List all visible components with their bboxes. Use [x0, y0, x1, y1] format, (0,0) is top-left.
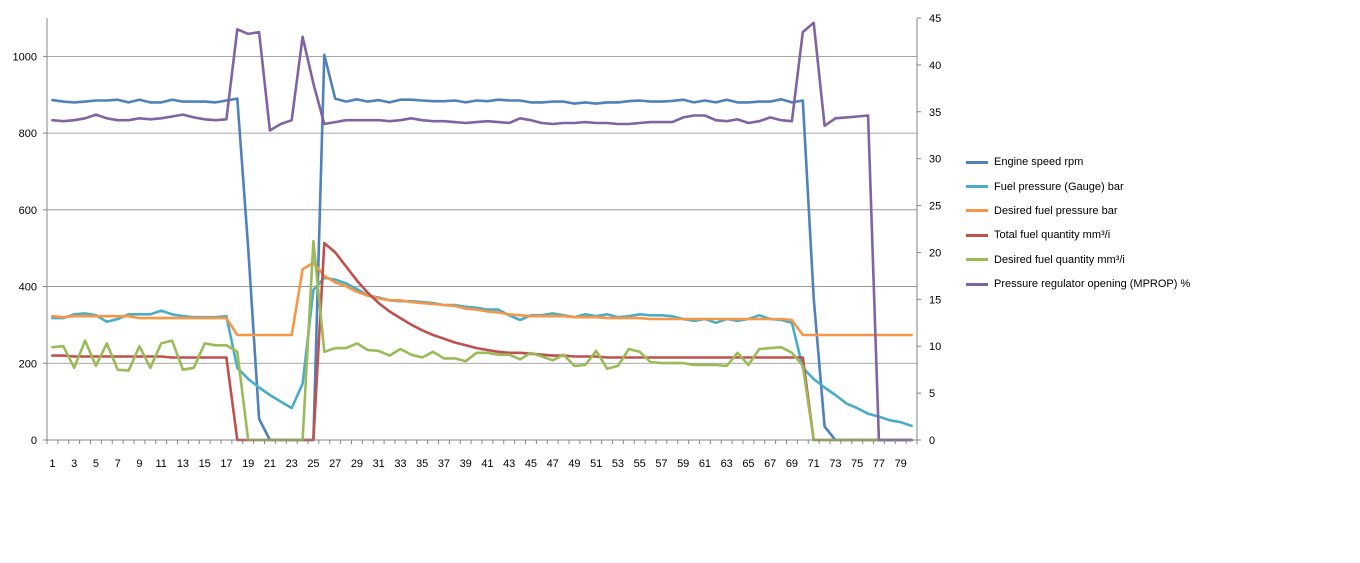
x-tick-label: 37 — [438, 458, 450, 470]
legend-swatch — [966, 258, 988, 262]
y-left-tick-label: 0 — [31, 435, 37, 447]
y-left-tick-label: 200 — [19, 358, 37, 370]
x-tick-label: 55 — [634, 458, 646, 470]
x-tick-label: 79 — [895, 458, 907, 470]
y-left-tick-label: 400 — [19, 282, 37, 294]
x-tick-label: 23 — [286, 458, 298, 470]
x-tick-label: 61 — [699, 458, 711, 470]
x-tick-label: 25 — [307, 458, 319, 470]
x-tick-label: 49 — [568, 458, 580, 470]
x-tick-label: 47 — [547, 458, 559, 470]
y-right-tick-label: 10 — [929, 341, 941, 353]
y-left-tick-label: 800 — [19, 128, 37, 140]
legend-item: Engine speed rpm — [966, 150, 1190, 174]
x-tick-label: 41 — [481, 458, 493, 470]
legend-item: Fuel pressure (Gauge) bar — [966, 174, 1190, 198]
series-line — [51, 261, 913, 337]
x-tick-label: 53 — [612, 458, 624, 470]
x-tick-label: 77 — [873, 458, 885, 470]
y-right-tick-label: 5 — [929, 388, 935, 400]
series-line — [51, 21, 913, 442]
x-tick-label: 3 — [71, 458, 77, 470]
series-line — [51, 53, 913, 442]
x-tick-label: 35 — [416, 458, 428, 470]
x-tick-label: 65 — [742, 458, 754, 470]
legend-item: Desired fuel pressure bar — [966, 199, 1190, 223]
y-right-tick-label: 30 — [929, 154, 941, 166]
x-tick-label: 13 — [177, 458, 189, 470]
y-left-tick-label: 600 — [19, 205, 37, 217]
x-tick-label: 75 — [851, 458, 863, 470]
legend-label: Pressure regulator opening (MPROP) % — [994, 278, 1191, 291]
x-tick-label: 39 — [460, 458, 472, 470]
x-tick-label: 9 — [136, 458, 142, 470]
x-tick-label: 69 — [786, 458, 798, 470]
x-tick-label: 1 — [49, 458, 55, 470]
x-tick-label: 59 — [677, 458, 689, 470]
x-tick-label: 45 — [525, 458, 537, 470]
legend-swatch — [966, 185, 988, 189]
y-right-tick-label: 20 — [929, 247, 941, 259]
series-lines — [51, 21, 913, 442]
x-tick-label: 17 — [220, 458, 232, 470]
legend-label: Engine speed rpm — [994, 156, 1084, 169]
y-right-tick-label: 25 — [929, 201, 941, 213]
legend-label: Total fuel quantity mm³/i — [994, 229, 1111, 242]
legend-label: Desired fuel quantity mm³/i — [994, 253, 1125, 266]
legend-item: Pressure regulator opening (MPROP) % — [966, 272, 1190, 296]
x-tick-label: 19 — [242, 458, 254, 470]
y-right-tick-label: 45 — [929, 13, 941, 25]
x-tick-label: 71 — [808, 458, 820, 470]
x-tick-label: 33 — [394, 458, 406, 470]
y-right-tick-label: 40 — [929, 60, 941, 72]
y-right-tick-label: 0 — [929, 435, 935, 447]
x-tick-label: 21 — [264, 458, 276, 470]
gridlines — [47, 55, 917, 364]
x-tick-label: 15 — [199, 458, 211, 470]
legend-label: Fuel pressure (Gauge) bar — [994, 180, 1124, 193]
legend-label: Desired fuel pressure bar — [994, 204, 1118, 217]
series-line — [51, 239, 913, 442]
x-tick-label: 7 — [115, 458, 121, 470]
legend-swatch — [966, 233, 988, 237]
legend-swatch — [966, 160, 988, 164]
x-tick-label: 31 — [373, 458, 385, 470]
x-tick-label: 63 — [721, 458, 733, 470]
legend: Engine speed rpm Fuel pressure (Gauge) b… — [966, 150, 1190, 296]
x-tick-label: 57 — [655, 458, 667, 470]
legend-item: Total fuel quantity mm³/i — [966, 223, 1190, 247]
y-right-tick-label: 15 — [929, 294, 941, 306]
x-tick-label: 29 — [351, 458, 363, 470]
x-tick-label: 5 — [93, 458, 99, 470]
legend-swatch — [966, 209, 988, 213]
x-tick-label: 27 — [329, 458, 341, 470]
x-tick-label: 51 — [590, 458, 602, 470]
x-tick-label: 43 — [503, 458, 515, 470]
legend-item: Desired fuel quantity mm³/i — [966, 248, 1190, 272]
legend-swatch — [966, 282, 988, 286]
series-line — [51, 241, 913, 442]
x-tick-label: 11 — [155, 458, 166, 470]
y-left-tick-label: 1000 — [13, 51, 37, 63]
x-tick-label: 67 — [764, 458, 776, 470]
y-right-tick-label: 35 — [929, 107, 941, 119]
x-tick-label: 73 — [829, 458, 841, 470]
